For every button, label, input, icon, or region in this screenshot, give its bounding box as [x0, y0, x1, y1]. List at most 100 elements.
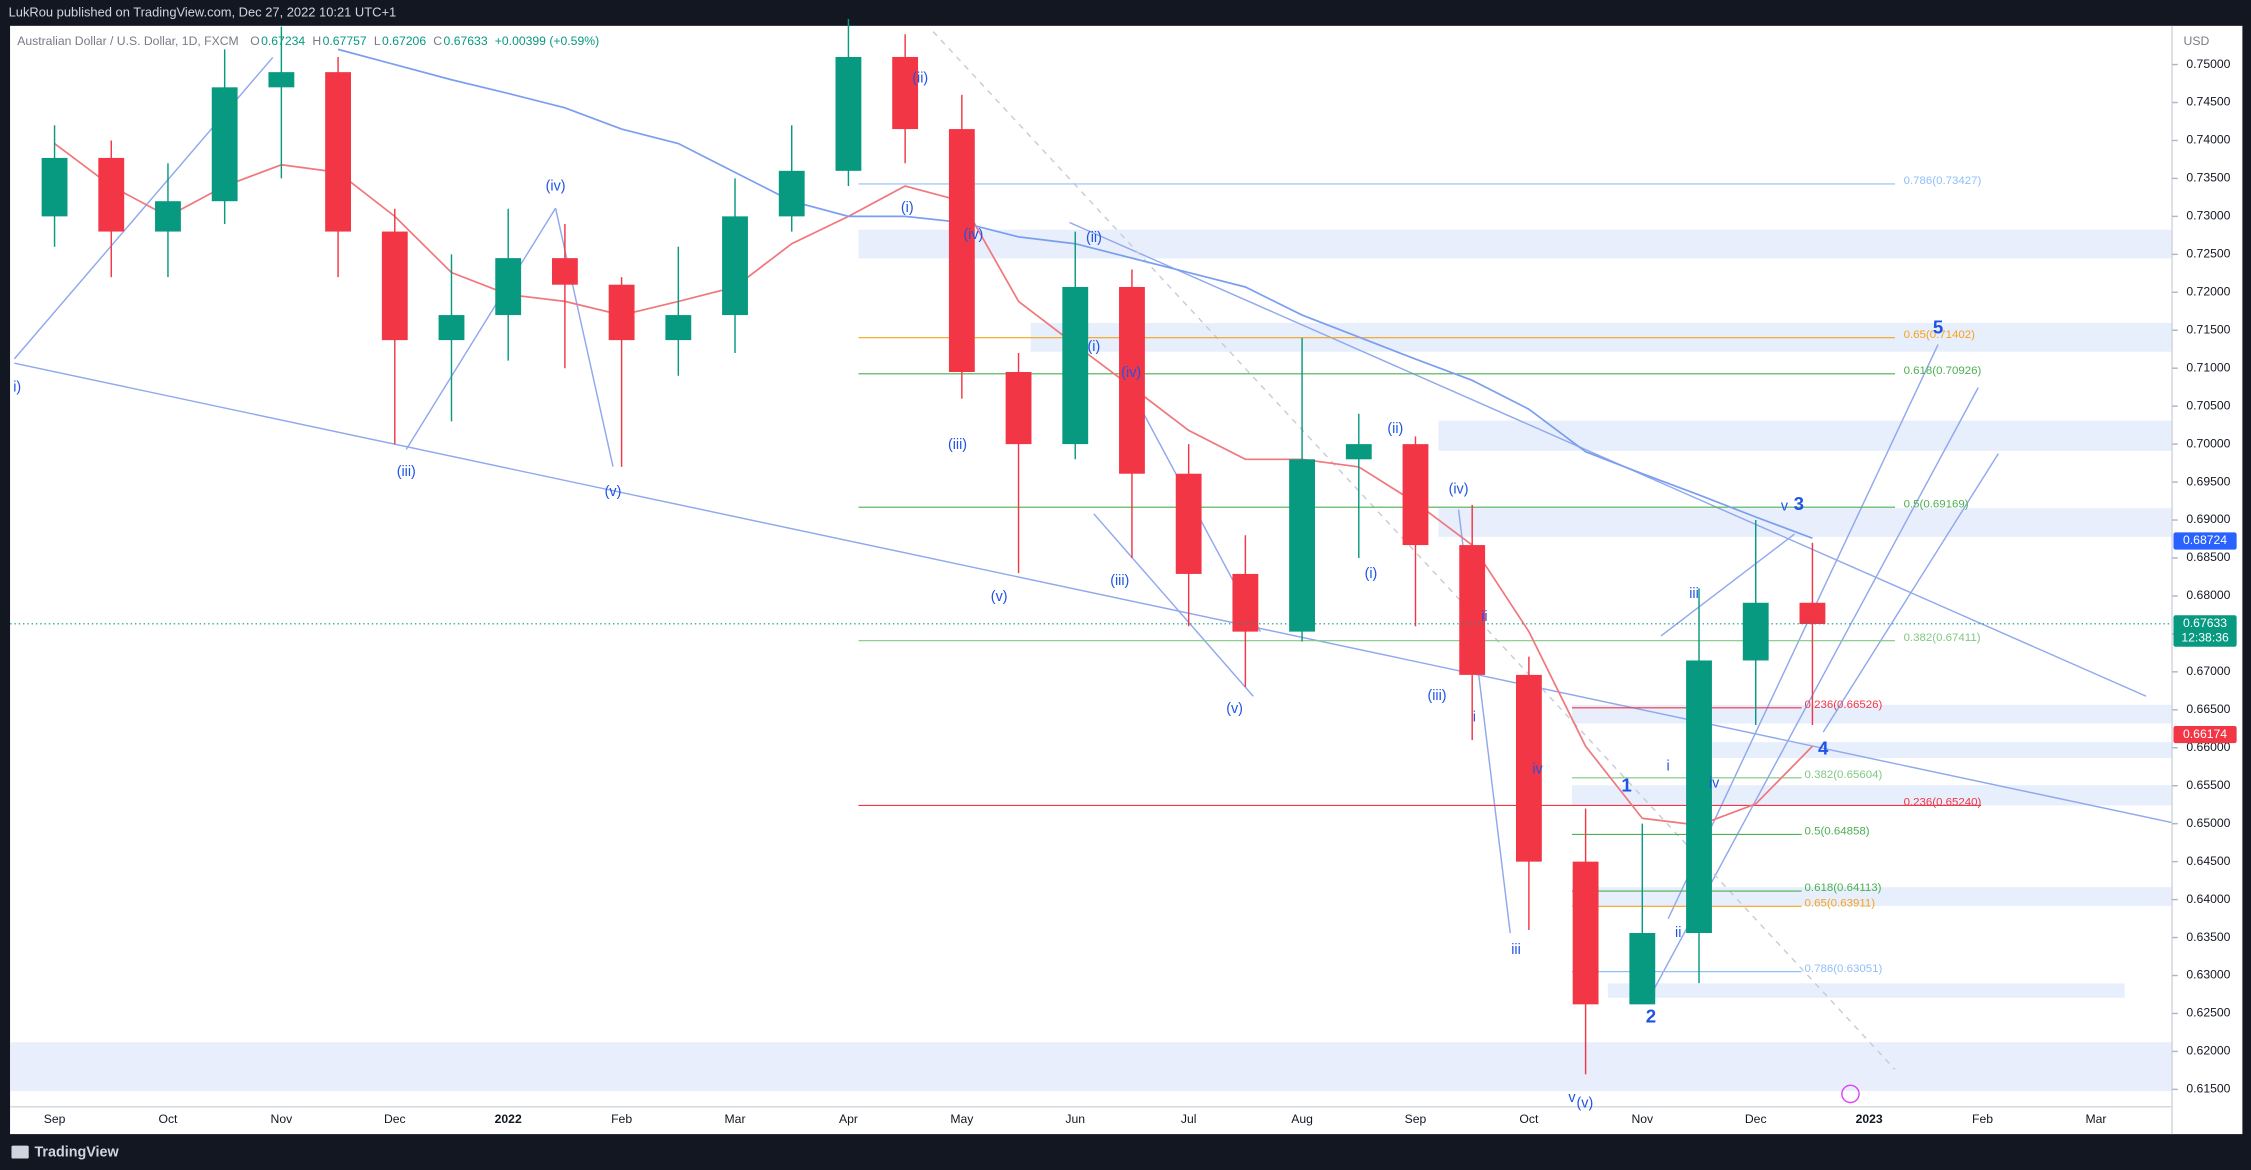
wave-label: (iii)	[1110, 573, 1129, 589]
zone	[1686, 742, 2173, 758]
channel-line	[1093, 513, 1254, 697]
zone	[1571, 704, 2173, 724]
zone	[1607, 983, 2125, 998]
fib-label: 0.236(0.66526)	[1805, 699, 1883, 711]
wave-label: (i)	[1365, 566, 1378, 582]
y-tick-label: 0.75000	[2186, 57, 2230, 71]
legend-value: 0.67234	[261, 34, 305, 48]
y-tick-label: 0.66500	[2186, 702, 2230, 716]
candle-body	[381, 231, 408, 341]
wave-label: 1	[1621, 775, 1631, 796]
zone	[1571, 887, 2173, 906]
fib-label: 0.5(0.69169)	[1904, 498, 1969, 510]
candle-body	[1742, 602, 1769, 661]
candle-body	[1799, 602, 1826, 625]
candle-body	[1402, 444, 1429, 546]
chart-area	[10, 25, 2243, 1135]
legend-key: C	[433, 34, 442, 48]
x-tick-label: Mar	[2085, 1112, 2106, 1126]
candle-body	[1119, 286, 1145, 474]
wave-label: (v)	[1226, 701, 1243, 717]
channel-line	[1660, 533, 1795, 637]
candle-body	[722, 216, 748, 316]
zone	[1438, 508, 2173, 537]
wave-label: (iii)	[948, 437, 967, 453]
candle-body	[1686, 660, 1712, 933]
candle-body	[41, 157, 68, 217]
wave-label: 5	[1933, 317, 1943, 338]
zone	[10, 1042, 2173, 1092]
x-tick-label: Mar	[725, 1112, 746, 1126]
channel-line	[14, 362, 2173, 824]
brand-logo[interactable]	[11, 1145, 29, 1159]
fib-label: 0.65(0.63911)	[1805, 898, 1876, 910]
y-tick-label: 0.71500	[2186, 322, 2230, 336]
fib-label: 0.786(0.73427)	[1904, 175, 1982, 187]
candle-body	[1515, 674, 1542, 862]
wave-label: (v)	[605, 484, 622, 500]
y-tick-label: 0.67000	[2186, 664, 2230, 678]
fib-label: 0.236(0.65240)	[1904, 797, 1982, 809]
brand[interactable]: TradingView	[34, 1145, 119, 1161]
wave-label: i	[1667, 758, 1670, 774]
x-tick-label: Sep	[44, 1112, 66, 1126]
candle-body	[1345, 444, 1372, 460]
header: LukRou published on TradingView.com, Dec…	[9, 4, 397, 19]
candle-body	[1289, 459, 1315, 632]
candle-body	[155, 201, 181, 232]
y-tick-label: 0.70000	[2186, 436, 2230, 450]
fib-label: 0.382(0.65604)	[1805, 769, 1883, 781]
legend-key: L	[374, 34, 381, 48]
x-tick-label: Sep	[1405, 1112, 1427, 1126]
candle-body	[495, 258, 522, 316]
y-tick-label: 0.73000	[2186, 209, 2230, 223]
event-icon[interactable]	[1841, 1084, 1860, 1104]
candle-body	[1175, 473, 1202, 574]
wave-label: (iii)	[397, 464, 416, 480]
fib-label: 0.786(0.63051)	[1805, 963, 1883, 975]
candle-body	[778, 170, 805, 217]
candle-body	[1232, 573, 1259, 632]
x-tick-label: Oct	[158, 1112, 178, 1126]
candle-body	[665, 315, 692, 341]
symbol-title: Australian Dollar / U.S. Dollar, 1D, FXC…	[17, 34, 238, 48]
wave-label: (i)	[901, 200, 914, 216]
y-tick-label: 0.70500	[2186, 398, 2230, 412]
y-tick-label: 0.63500	[2186, 930, 2230, 944]
y-tick-label: 0.68500	[2186, 550, 2230, 564]
y-tick-label: 0.62000	[2186, 1044, 2230, 1058]
legend-value: 0.67633	[444, 34, 488, 48]
candle-body	[211, 87, 238, 202]
y-tick-label: 0.64500	[2186, 854, 2230, 868]
candle-body	[325, 72, 352, 232]
wave-label: (v)	[1577, 1096, 1594, 1112]
wave-label: (v)	[991, 589, 1008, 605]
price-tag	[2173, 615, 2237, 647]
y-tick-label: 0.69500	[2186, 474, 2230, 488]
candle-body	[1629, 932, 1656, 1005]
legend-key: H	[312, 34, 321, 48]
x-tick-label: Dec	[384, 1112, 406, 1126]
y-tick-label: 0.65000	[2186, 816, 2230, 830]
y-tick-label: 0.74000	[2186, 133, 2230, 147]
price-tag-label: 0.66174	[2183, 727, 2227, 741]
wave-label: (iii)	[1427, 688, 1446, 704]
fib-label: 0.618(0.70926)	[1904, 365, 1982, 377]
wave-label: ii	[1481, 609, 1487, 625]
candle-body	[1572, 861, 1599, 1005]
y-tick-label: 0.65500	[2186, 778, 2230, 792]
wave-label: i	[1473, 710, 1476, 726]
x-tick-label: Nov	[1631, 1112, 1654, 1126]
x-tick-label: Nov	[271, 1112, 294, 1126]
channel-line	[1667, 344, 1939, 920]
x-tick-label: Jun	[1065, 1112, 1085, 1126]
currency: USD	[2184, 34, 2210, 48]
wave-label: (ii)	[912, 71, 928, 87]
wave-label: 4	[1818, 737, 1829, 758]
wave-label: v	[1568, 1090, 1576, 1106]
candle-body	[268, 72, 295, 88]
legend-key: O	[250, 34, 259, 48]
wave-label: iii	[1689, 586, 1699, 602]
